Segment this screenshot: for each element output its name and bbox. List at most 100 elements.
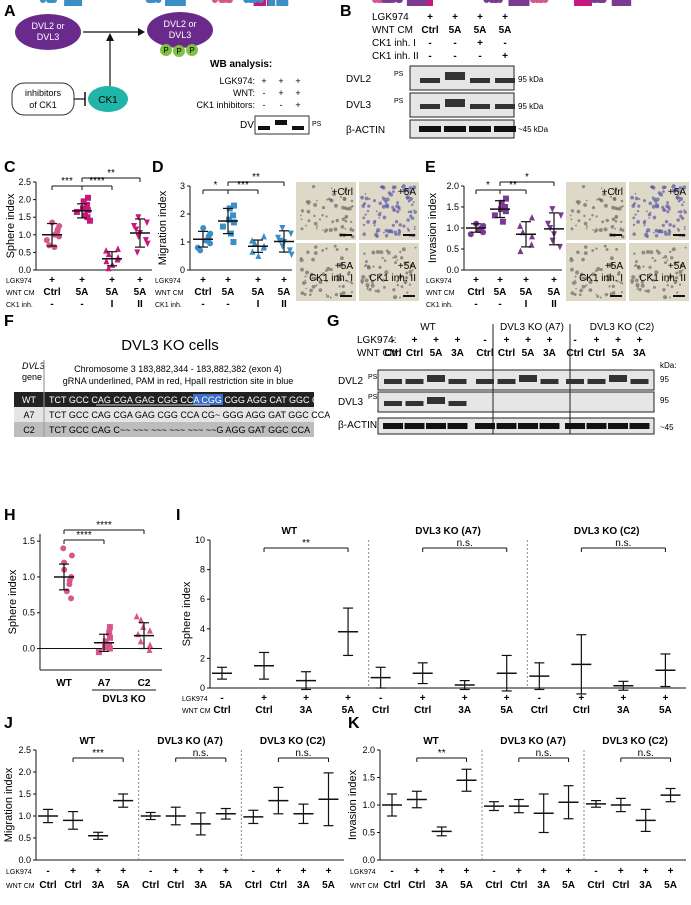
panelB-lane-value: 5A (449, 25, 462, 36)
row-label: CK1 inh. (426, 302, 453, 309)
row-value: + (255, 275, 261, 286)
svg-text:gene: gene (22, 372, 42, 382)
row-value: + (420, 693, 426, 704)
svg-text:kDa:: kDa: (660, 361, 676, 370)
row-value: 5A (219, 880, 232, 891)
svg-text:+: + (295, 100, 300, 110)
micrograph-label: +5A (335, 261, 353, 272)
row-value: 5A (76, 287, 89, 298)
y-tick-label: 2.0 (362, 745, 375, 755)
svg-text:95 kDa: 95 kDa (518, 102, 544, 111)
svg-text:DVL2: DVL2 (346, 74, 371, 85)
ck1-node (88, 86, 128, 112)
panelG-wnt-label: Ctrl (406, 348, 423, 359)
data-point (502, 208, 509, 215)
y-axis-label: Migration index (3, 767, 15, 842)
row-value: - (474, 299, 477, 310)
row-value: - (50, 299, 53, 310)
row-value: 3A (435, 880, 448, 891)
x-tick-label: C2 (138, 678, 151, 689)
micrograph-label: +5A (605, 261, 623, 272)
row-value: + (303, 693, 309, 704)
data-point (179, 0, 186, 6)
data-point (106, 641, 113, 648)
data-point (502, 204, 509, 210)
panelG-wnt-label: Ctrl (498, 348, 515, 359)
row-value: 5A (278, 287, 291, 298)
y-tick-label: 1.0 (362, 800, 375, 810)
significance-label: **** (76, 530, 92, 541)
row-value: I (525, 299, 528, 310)
row-label: LGK974 (6, 278, 32, 285)
significance-label: * (214, 180, 218, 191)
data-point (148, 0, 155, 3)
actin-band (496, 423, 517, 429)
group-title: DVL3 KO (A7) (157, 736, 223, 747)
data-point (538, 0, 545, 3)
panelG-lgk-sign: + (637, 335, 643, 346)
svg-text:DVL3: DVL3 (169, 30, 192, 40)
significance-label: n.s. (536, 748, 552, 759)
row-value: 3A (300, 705, 313, 716)
y-tick-label: 2 (180, 209, 185, 219)
panelG-blot-labels: DVL2 DVL3 β-ACTIN PS PS (338, 374, 378, 431)
group-title: DVL3 KO (C2) (574, 526, 640, 537)
row-value: + (49, 275, 55, 286)
row-value: 5A (106, 287, 119, 298)
data-point (226, 0, 233, 3)
panelF-header2: gRNA underlined, PAM in red, HpaII restr… (63, 376, 293, 386)
data-point (545, 220, 552, 228)
svg-text:DVL3 KO (C2): DVL3 KO (C2) (590, 322, 654, 333)
data-point (613, 0, 620, 6)
panelB-blot-labels: DVL2 DVL3 β-ACTIN PS PS (346, 71, 404, 136)
data-point (549, 237, 556, 245)
dvl2-band (448, 379, 467, 384)
data-point (68, 595, 75, 602)
row-value: Ctrl (612, 880, 629, 891)
x-group-label: DVL3 KO (102, 694, 146, 705)
svg-text:LGK974:: LGK974: (219, 76, 255, 86)
row-value: + (79, 275, 85, 286)
data-point (591, 0, 598, 3)
data-point (286, 247, 293, 254)
micrograph-label: +5A (398, 261, 416, 272)
y-tick-label: 0.0 (22, 644, 35, 654)
group-title: WT (423, 736, 439, 747)
row-value: Ctrl (372, 705, 389, 716)
data-point (106, 624, 113, 631)
dvl2-band (587, 379, 606, 384)
panelG-wnt-label: 5A (430, 348, 443, 359)
actin-band (444, 126, 466, 132)
panelF-header1: Chromosome 3 183,882,344 - 183,882,382 (… (74, 364, 282, 374)
actin-band (539, 423, 560, 429)
significance-label: n.s. (638, 748, 654, 759)
y-axis-label: Invasion index (347, 769, 359, 840)
row-value: 3A (92, 880, 105, 891)
row-value: Ctrl (167, 880, 184, 891)
data-point (115, 254, 122, 261)
svg-text:CK1 inh. II: CK1 inh. II (369, 273, 416, 284)
y-tick-label: 2.0 (18, 767, 31, 777)
row-value: Ctrl (408, 880, 425, 891)
significance-label: ** (302, 538, 310, 549)
svg-text:LGK974: LGK974 (372, 12, 409, 23)
row-label: WNT CM (6, 883, 35, 890)
dvl-node (15, 14, 81, 50)
row-value: + (551, 275, 557, 286)
panelG-wnt-label: 3A (543, 348, 556, 359)
panel-letter-c: C (4, 159, 16, 176)
data-point (146, 646, 153, 653)
data-point (390, 0, 397, 3)
y-tick-label: 10 (195, 535, 205, 545)
significance-label: ** (438, 748, 446, 759)
data-point (408, 0, 415, 6)
data-point (467, 231, 474, 238)
data-point (137, 616, 144, 623)
y-tick-label: 2.5 (18, 745, 31, 755)
row-label: WNT CM (155, 290, 184, 297)
svg-text:P: P (189, 46, 194, 55)
data-point (60, 545, 67, 552)
y-tick-label: 1.5 (362, 773, 375, 783)
y-axis-label: Sphere index (7, 569, 19, 634)
